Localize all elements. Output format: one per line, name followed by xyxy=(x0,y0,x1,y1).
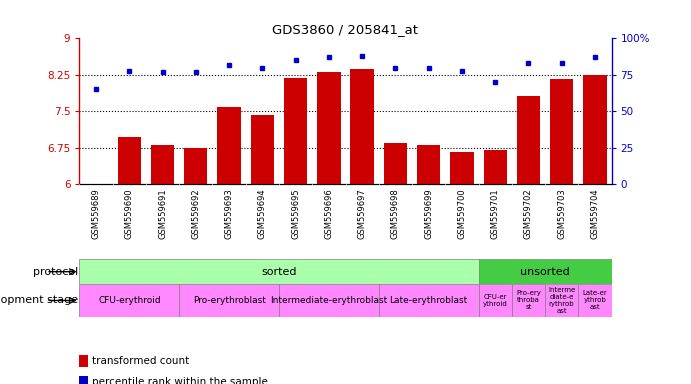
Text: GSM559700: GSM559700 xyxy=(457,188,466,239)
Bar xyxy=(451,152,473,184)
Text: GSM559699: GSM559699 xyxy=(424,188,433,239)
Bar xyxy=(484,150,507,184)
Text: GSM559702: GSM559702 xyxy=(524,188,533,239)
Bar xyxy=(350,69,374,184)
Text: GSM559692: GSM559692 xyxy=(191,188,200,239)
Text: GSM559697: GSM559697 xyxy=(358,188,367,239)
Text: Intermediate-erythroblast: Intermediate-erythroblast xyxy=(270,296,388,305)
Bar xyxy=(478,259,612,284)
Bar xyxy=(578,284,612,317)
Text: Late-er
ythrob
ast: Late-er ythrob ast xyxy=(583,290,607,311)
Title: GDS3860 / 205841_at: GDS3860 / 205841_at xyxy=(272,23,419,36)
Text: GSM559695: GSM559695 xyxy=(291,188,300,239)
Text: transformed count: transformed count xyxy=(92,356,189,366)
Bar xyxy=(550,79,574,184)
Text: GSM559701: GSM559701 xyxy=(491,188,500,239)
Bar xyxy=(79,259,478,284)
Text: percentile rank within the sample: percentile rank within the sample xyxy=(92,377,268,384)
Bar xyxy=(384,144,407,184)
Bar xyxy=(517,96,540,184)
Text: Pro-ery
throba
st: Pro-ery throba st xyxy=(516,290,541,311)
Text: GSM559703: GSM559703 xyxy=(557,188,566,239)
Text: GSM559696: GSM559696 xyxy=(324,188,333,239)
Text: development stage: development stage xyxy=(0,295,78,306)
Text: Late-erythroblast: Late-erythroblast xyxy=(390,296,468,305)
Bar xyxy=(218,108,240,184)
Text: GSM559691: GSM559691 xyxy=(158,188,167,239)
Text: protocol: protocol xyxy=(33,266,78,277)
Bar xyxy=(379,284,478,317)
Text: sorted: sorted xyxy=(261,266,296,277)
Text: GSM559694: GSM559694 xyxy=(258,188,267,239)
Text: GSM559698: GSM559698 xyxy=(391,188,400,239)
Bar xyxy=(284,78,307,184)
Bar xyxy=(478,284,512,317)
Text: GSM559704: GSM559704 xyxy=(590,188,599,239)
Bar xyxy=(545,284,578,317)
Bar xyxy=(583,75,607,184)
Bar xyxy=(317,73,341,184)
Text: GSM559693: GSM559693 xyxy=(225,188,234,239)
Text: GSM559690: GSM559690 xyxy=(125,188,134,239)
Bar xyxy=(79,284,179,317)
Text: CFU-erythroid: CFU-erythroid xyxy=(98,296,161,305)
Text: unsorted: unsorted xyxy=(520,266,570,277)
Bar xyxy=(417,146,440,184)
Text: Pro-erythroblast: Pro-erythroblast xyxy=(193,296,265,305)
Bar xyxy=(151,146,174,184)
Bar xyxy=(117,137,141,184)
Text: GSM559689: GSM559689 xyxy=(92,188,101,239)
Bar xyxy=(251,115,274,184)
Bar xyxy=(179,284,279,317)
Text: Interme
diate-e
rythrob
ast: Interme diate-e rythrob ast xyxy=(548,287,576,314)
Bar xyxy=(512,284,545,317)
Bar xyxy=(184,148,207,184)
Bar xyxy=(279,284,379,317)
Text: CFU-er
ythroid: CFU-er ythroid xyxy=(483,294,507,307)
